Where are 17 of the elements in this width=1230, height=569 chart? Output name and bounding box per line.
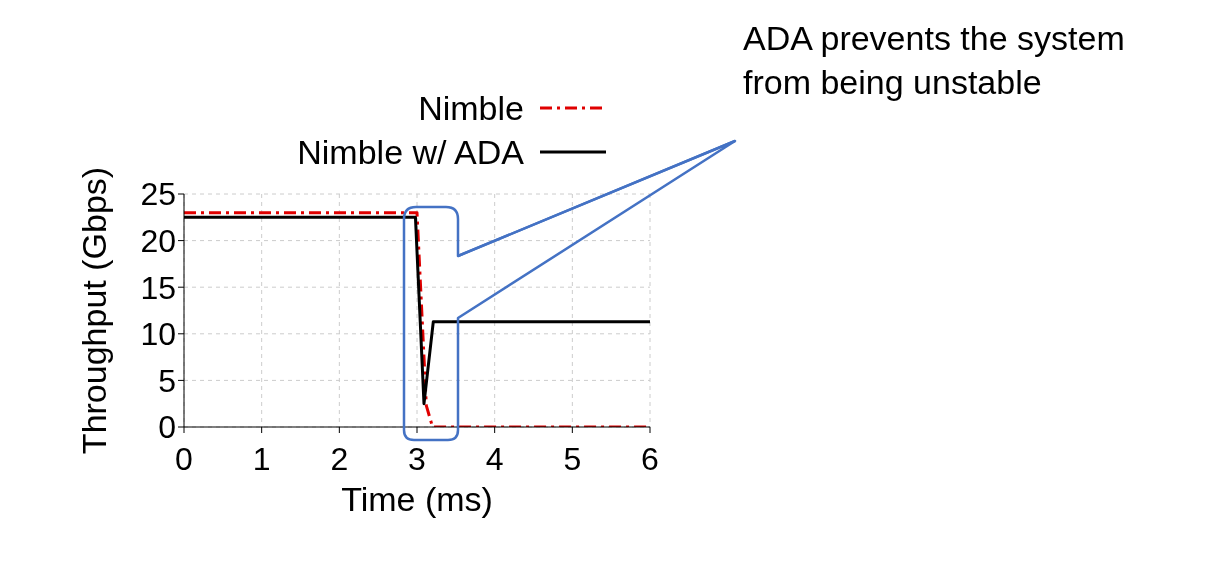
y-tick-label: 25 [140,176,176,213]
x-tick-label: 4 [485,440,504,477]
y-axis-title: Throughput (Gbps) [75,166,114,455]
text: ADA prevents the system from being unstable [743,18,1126,103]
x-tick-label: 6 [641,440,659,477]
y-tick-label: 10 [140,316,176,353]
x-axis-title: Time (ms) [341,480,493,518]
y-tick-label: 20 [140,222,176,259]
y-tick-label: 5 [158,362,176,399]
x-tick-label: 3 [408,440,426,477]
x-tick-label: 1 [252,440,271,477]
legend-label: Nimble w/ ADA [297,132,524,172]
y-tick-label: 0 [158,409,176,446]
legend-label: Nimble [418,88,524,128]
x-tick-label: 2 [330,440,349,477]
y-tick-label: 15 [140,269,176,306]
x-tick-label: 5 [563,440,582,477]
